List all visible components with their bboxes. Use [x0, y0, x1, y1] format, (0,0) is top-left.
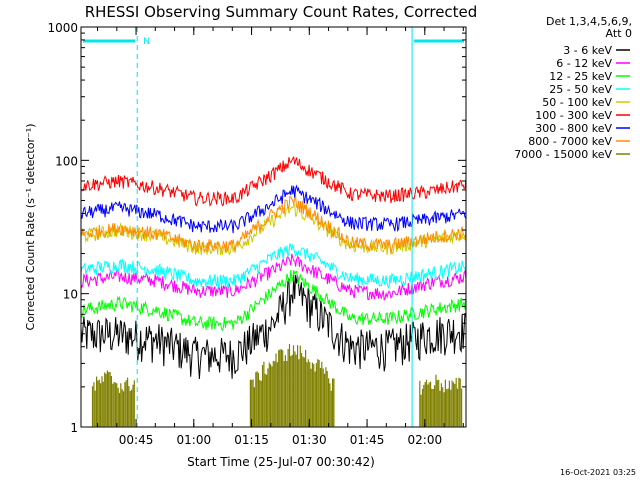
series-9 [91, 344, 463, 427]
series-line [80, 274, 467, 380]
legend-entry-label: 3 - 6 keV [563, 44, 612, 57]
plot-frame [80, 26, 467, 428]
legend-header-line-2: Att 0 [606, 27, 632, 40]
y-tick-label: 100 [55, 154, 78, 168]
series-line [80, 195, 467, 254]
night-flag-label: N [143, 37, 150, 47]
plot-area: N [80, 27, 467, 427]
legend-entry-label: 25 - 50 keV [549, 83, 612, 96]
y-axis: 1 10 100 1000 [47, 21, 466, 435]
legend-entry-label: 300 - 800 keV [535, 122, 612, 135]
chart-title: RHESSI Observing Summary Count Rates, Co… [85, 3, 478, 21]
y-tick-label: 1000 [47, 21, 78, 35]
y-tick-label: 1 [70, 421, 78, 435]
timestamp: 16-Oct-2021 03:25 [560, 468, 636, 477]
legend-header-line-1: Det 1,3,4,5,6,9, [546, 15, 632, 28]
series-line [80, 184, 467, 234]
legend-entry-label: 100 - 300 keV [535, 109, 612, 122]
series-line [80, 253, 467, 301]
x-tick-label: 02:00 [408, 433, 443, 447]
x-tick-label: 01:45 [350, 433, 385, 447]
series-line [80, 243, 467, 290]
series-6 [80, 155, 467, 207]
x-tick-label: 01:00 [177, 433, 212, 447]
series-3 [80, 270, 467, 332]
legend-entry-label: 6 - 12 keV [556, 57, 612, 70]
legend-entry-label: 7000 - 15000 keV [514, 148, 612, 161]
series-1 [80, 274, 467, 380]
series-line [80, 270, 467, 332]
x-tick-label: 01:30 [292, 433, 327, 447]
series-8 [80, 195, 467, 254]
series-line [91, 344, 463, 427]
x-tick-label: 00:45 [119, 433, 154, 447]
legend-entry-label: 800 - 7000 keV [528, 135, 612, 148]
x-tick-label: 01:15 [234, 433, 269, 447]
legend-entry-label: 50 - 100 keV [542, 96, 612, 109]
y-tick-label: 10 [63, 288, 78, 302]
x-axis-label: Start Time (25-Jul-07 00:30:42) [187, 455, 375, 469]
y-axis-label: Corrected Count Rate (s⁻¹ detector⁻¹) [24, 124, 37, 331]
series-line [80, 155, 467, 207]
x-axis: 00:45 01:00 01:15 01:30 01:45 02:00 [97, 27, 464, 447]
legend-entry-label: 12 - 25 keV [549, 70, 612, 83]
